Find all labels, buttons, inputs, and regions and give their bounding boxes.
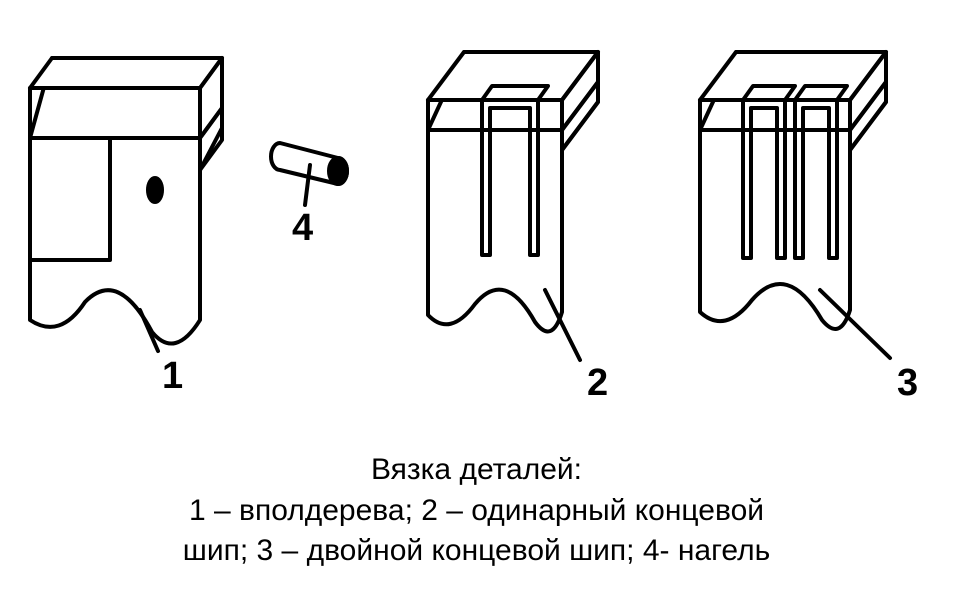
svg-text:2: 2	[587, 362, 608, 404]
svg-text:3: 3	[897, 362, 918, 404]
diagram-area: 1 2 3 4	[0, 0, 953, 450]
caption-block: Вязка деталей: 1 – вполдерева; 2 – одина…	[0, 450, 953, 572]
caption-line-3: шип; 3 – двойной концевой шип; 4- нагель	[0, 531, 953, 572]
svg-text:1: 1	[162, 355, 183, 397]
svg-text:4: 4	[292, 207, 313, 249]
joints-diagram-svg: 1 2 3 4	[0, 0, 953, 450]
caption-line-2: 1 – вполдерева; 2 – одинарный концевой	[0, 491, 953, 532]
caption-title: Вязка деталей:	[0, 450, 953, 491]
